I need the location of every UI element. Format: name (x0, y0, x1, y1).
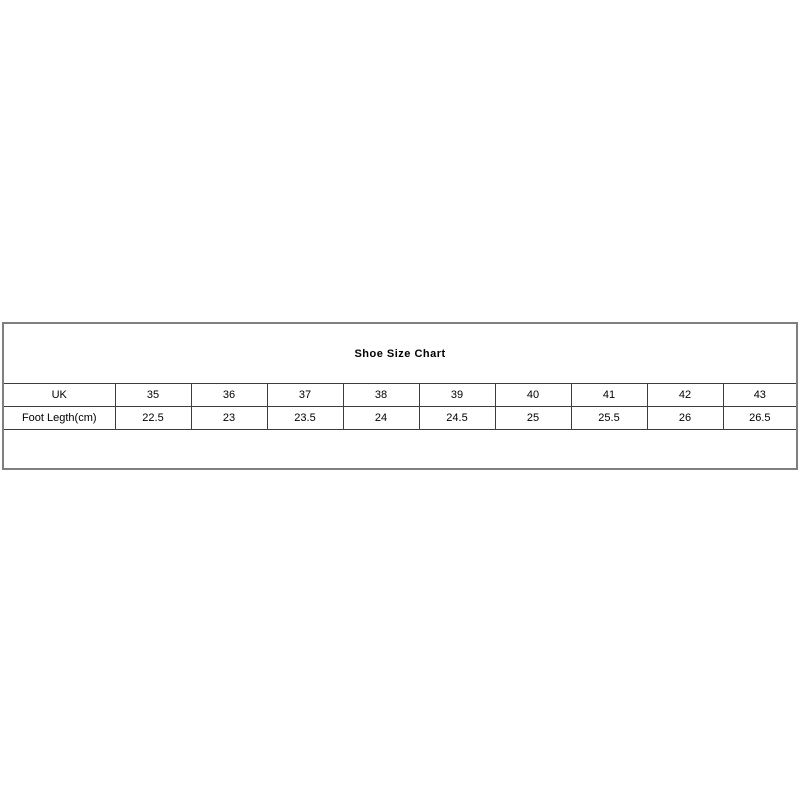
empty-footer-band (2, 429, 798, 470)
foot-length-cell: 26 (646, 406, 724, 430)
uk-size-cell: 40 (494, 383, 572, 407)
foot-length-row: Foot Legth(cm) 22.5 23 23.5 24 24.5 25 2… (2, 406, 798, 430)
uk-size-cell: 43 (722, 383, 798, 407)
foot-length-cell: 26.5 (722, 406, 798, 430)
foot-length-cell: 23 (190, 406, 268, 430)
foot-length-cell: 24 (342, 406, 420, 430)
title-row: Shoe Size Chart (2, 322, 798, 384)
uk-size-cell: 38 (342, 383, 420, 407)
foot-length-cell: 24.5 (418, 406, 496, 430)
chart-title: Shoe Size Chart (2, 322, 798, 384)
uk-size-cell: 37 (266, 383, 344, 407)
uk-size-cell: 41 (570, 383, 648, 407)
uk-size-cell: 39 (418, 383, 496, 407)
uk-row-label: UK (2, 383, 116, 407)
empty-footer-row (2, 429, 798, 470)
uk-size-cell: 35 (114, 383, 192, 407)
uk-size-row: UK 35 36 37 38 39 40 41 42 43 (2, 383, 798, 407)
foot-length-cell: 23.5 (266, 406, 344, 430)
foot-length-cell: 25 (494, 406, 572, 430)
uk-size-cell: 36 (190, 383, 268, 407)
shoe-size-table: Shoe Size Chart UK 35 36 37 38 39 40 41 … (2, 322, 799, 470)
foot-length-cell: 25.5 (570, 406, 648, 430)
uk-size-cell: 42 (646, 383, 724, 407)
foot-length-cell: 22.5 (114, 406, 192, 430)
foot-length-row-label: Foot Legth(cm) (2, 406, 116, 430)
